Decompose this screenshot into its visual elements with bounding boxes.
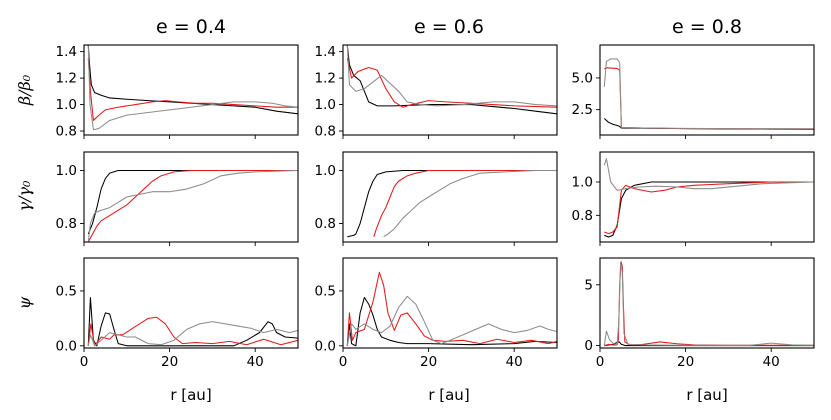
- series-line-gray-beta_e04: [87, 45, 298, 131]
- column-title-e04: e = 0.4: [156, 16, 226, 38]
- y-tick-label-gamma_e06: 1.0: [315, 163, 336, 179]
- panel-beta_e04: 0.8 1.0 1.2 1.4: [56, 44, 299, 140]
- y-tick-label-beta_e06: 0.8: [315, 124, 336, 140]
- xlabel-col3: r [au]: [686, 386, 727, 404]
- x-tick-label-psi_e06: 20: [420, 354, 437, 370]
- y-tick-label-gamma_e08: 1.0: [572, 175, 593, 191]
- ylabel-beta: β/β₀: [15, 74, 34, 106]
- y-tick-label-gamma_e04: 0.8: [56, 216, 77, 232]
- panel-psi_e08: 0 5 0 20 40: [584, 257, 815, 370]
- series-group-beta_e04: [87, 45, 298, 131]
- series-group-gamma_e04: [87, 170, 298, 242]
- xlabel-col1: r [au]: [170, 386, 211, 404]
- series-line-black-beta_e04: [87, 45, 298, 115]
- axes-frame-gamma_e04: [83, 151, 299, 243]
- column-title-e06: e = 0.6: [414, 16, 484, 38]
- y-tick-label-beta_e06: 1.2: [315, 71, 336, 87]
- y-tick-label-psi_e04: 0.0: [56, 338, 77, 354]
- panel-beta_e08: 2.5 5.0: [572, 44, 815, 139]
- y-tick-label-gamma_e04: 1.0: [56, 163, 77, 179]
- y-tick-label-gamma_e08: 0.8: [572, 208, 593, 224]
- y-tick-label-psi_e06: 0.0: [315, 338, 336, 354]
- series-group-gamma_e08: [603, 158, 814, 238]
- y-tick-label-beta_e06: 1.0: [315, 97, 336, 113]
- x-tick-label-psi_e08: 0: [596, 354, 605, 370]
- series-line-gray-psi_e04: [87, 321, 298, 347]
- series-line-black-gamma_e08: [604, 181, 814, 238]
- y-tick-label-psi_e08: 0: [584, 338, 593, 354]
- series-group-psi_e04: [87, 296, 298, 347]
- series-line-gray-gamma_e08: [603, 158, 814, 191]
- axes-frame-beta_e04: [83, 44, 299, 136]
- panel-gamma_e06: 0.8 1.0: [315, 151, 558, 246]
- y-tick-label-psi_e06: 0.5: [315, 283, 336, 299]
- x-tick-label-psi_e04: 20: [161, 354, 178, 370]
- y-tick-label-beta_e04: 1.0: [56, 97, 77, 113]
- series-group-gamma_e06: [347, 170, 557, 238]
- series-line-red-psi_e08: [604, 261, 814, 347]
- panel-psi_e04: 0.0 0.5 0 20 40: [56, 257, 299, 370]
- y-tick-label-beta_e04: 0.8: [56, 124, 77, 140]
- panel-psi_e06: 0.0 0.5 0 20 40: [315, 257, 558, 370]
- series-group-psi_e06: [346, 271, 557, 347]
- series-group-beta_e06: [346, 45, 557, 115]
- axes-frame-gamma_e06: [342, 151, 558, 243]
- axes-frame-psi_e08: [599, 257, 815, 349]
- panel-gamma_e04: 0.8 1.0: [56, 151, 299, 246]
- axes-frame-psi_e06: [342, 257, 558, 349]
- series-line-red-beta_e06: [346, 58, 557, 108]
- x-tick-label-psi_e04: 40: [247, 354, 264, 370]
- series-line-gray-gamma_e04: [87, 170, 298, 242]
- series-line-black-psi_e06: [346, 296, 557, 347]
- series-line-gray-beta_e08: [603, 58, 814, 130]
- series-line-gray-beta_e06: [346, 45, 557, 107]
- x-tick-label-psi_e04: 0: [80, 354, 89, 370]
- ylabel-gamma: γ/γ₀: [15, 180, 34, 212]
- series-line-red-beta_e04: [87, 58, 298, 121]
- series-line-red-gamma_e08: [604, 181, 814, 235]
- ylabel-psi: ψ: [15, 296, 34, 309]
- y-tick-label-psi_e04: 0.5: [56, 283, 77, 299]
- axes-frame-beta_e08: [599, 44, 815, 136]
- y-tick-label-beta_e08: 2.5: [572, 102, 593, 118]
- series-group-beta_e08: [603, 58, 814, 130]
- axes-frame-psi_e04: [83, 257, 299, 349]
- xlabel-col2: r [au]: [428, 386, 469, 404]
- series-group-psi_e08: [603, 261, 814, 347]
- panel-gamma_e08: 0.8 1.0: [572, 151, 815, 246]
- series-line-gray-psi_e06: [346, 295, 557, 346]
- series-line-black-gamma_e04: [87, 170, 298, 235]
- axes-frame-gamma_e08: [599, 151, 815, 243]
- y-tick-label-beta_e06: 1.4: [315, 44, 336, 60]
- y-tick-label-beta_e04: 1.2: [56, 71, 77, 87]
- series-line-gray-psi_e08: [603, 262, 814, 346]
- column-title-e08: e = 0.8: [672, 16, 742, 38]
- panel-beta_e06: 0.8 1.0 1.2 1.4: [315, 44, 558, 140]
- series-line-red-gamma_e04: [87, 170, 298, 242]
- y-tick-label-beta_e08: 5.0: [572, 70, 593, 86]
- x-tick-label-psi_e08: 20: [677, 354, 694, 370]
- series-line-red-gamma_e06: [373, 170, 557, 237]
- y-tick-label-psi_e08: 5: [584, 277, 593, 293]
- series-line-red-psi_e06: [346, 271, 557, 346]
- series-line-red-beta_e08: [604, 67, 814, 130]
- panels: 0.8 1.0 1.2 1.4 0.8 1.0 1.2 1.4 2.5 5.0 0.8 1.0 0.8 1…: [56, 44, 815, 370]
- series-line-gray-gamma_e06: [383, 170, 557, 238]
- x-tick-label-psi_e06: 40: [506, 354, 523, 370]
- x-tick-label-psi_e06: 0: [339, 354, 348, 370]
- series-line-black-psi_e04: [87, 296, 298, 347]
- x-tick-label-psi_e08: 40: [763, 354, 780, 370]
- y-tick-label-beta_e04: 1.4: [56, 44, 77, 60]
- axes-frame-beta_e06: [342, 44, 558, 136]
- series-line-black-gamma_e06: [347, 170, 557, 238]
- y-tick-label-gamma_e06: 0.8: [315, 216, 336, 232]
